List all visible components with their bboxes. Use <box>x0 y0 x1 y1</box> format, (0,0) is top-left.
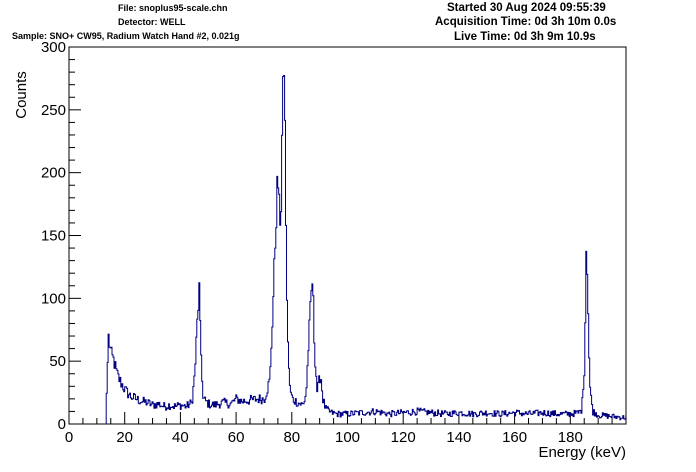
y-tick-label: 50 <box>49 353 66 370</box>
live-time-label: Live Time: 0d 3h 9m 10.9s <box>454 31 596 43</box>
acquisition-time-label: Acquisition Time: 0d 3h 10m 0.0s <box>435 16 617 28</box>
y-tick-label: 200 <box>41 165 66 182</box>
x-axis-title: Energy (keV) <box>538 444 626 461</box>
x-tick-label: 80 <box>283 429 300 446</box>
started-label: Started 30 Aug 2024 09:55:39 <box>447 2 606 14</box>
y-tick-label: 300 <box>41 39 66 56</box>
x-tick-label: 180 <box>558 429 583 446</box>
x-tick-label: 140 <box>446 429 471 446</box>
x-tick-label: 20 <box>116 429 133 446</box>
y-tick-label: 100 <box>41 290 66 307</box>
x-tick-label: 160 <box>502 429 527 446</box>
x-tick-label: 120 <box>391 429 416 446</box>
x-tick-label: 40 <box>172 429 189 446</box>
file-label: File: snoplus95-scale.chn <box>118 3 228 13</box>
tick-labels: 0 20 40 60 80 100 120 140 160 180 0 50 100 150 200 250 3… <box>41 39 583 446</box>
y-axis-title: Counts <box>13 71 30 119</box>
axis-ticks <box>68 46 627 425</box>
detector-label: Detector: WELL <box>118 17 186 27</box>
sample-label: Sample: SNO+ CW95, Radium Watch Hand #2,… <box>12 31 240 41</box>
y-tick-label: 150 <box>41 228 66 245</box>
x-tick-label: 0 <box>65 429 73 446</box>
plot-frame <box>68 46 627 425</box>
spectrum-line <box>105 75 627 425</box>
x-tick-label: 60 <box>228 429 245 446</box>
y-tick-label: 250 <box>41 102 66 119</box>
x-tick-label: 100 <box>335 429 360 446</box>
y-tick-label: 0 <box>58 416 66 433</box>
